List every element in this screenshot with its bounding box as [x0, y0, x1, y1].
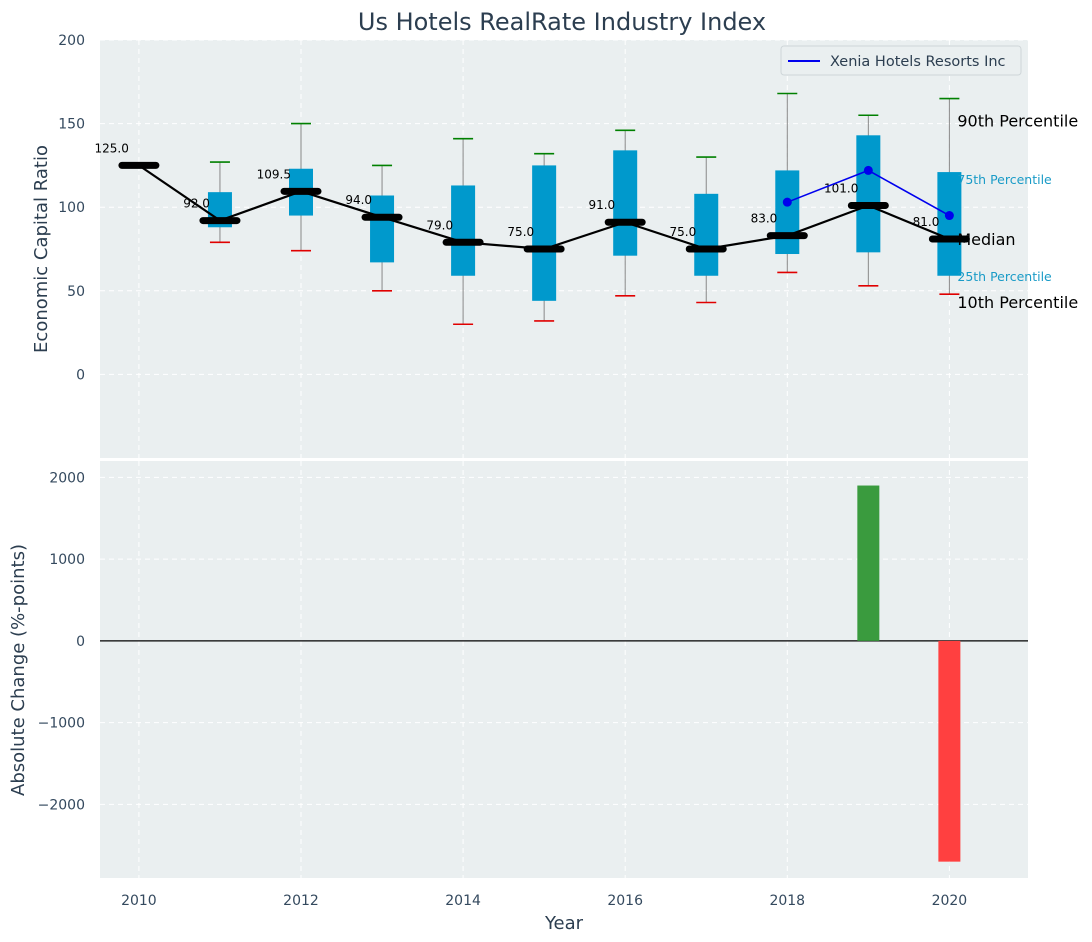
- annotation-90th: 90th Percentile: [957, 112, 1078, 131]
- bottom-y-axis-label: Absolute Change (%-points): [8, 544, 29, 796]
- change-bar: [938, 640, 961, 862]
- x-tick-label: 2018: [769, 893, 805, 909]
- top-y-tick-label: 50: [67, 284, 85, 300]
- top-y-tick-label: 100: [58, 200, 85, 216]
- annotation-25th: 25th Percentile: [957, 269, 1052, 284]
- bottom-y-tick-label: −2000: [38, 797, 85, 813]
- change-bar: [857, 485, 880, 641]
- legend-entry-company: Xenia Hotels Resorts Inc: [830, 54, 1006, 70]
- bottom-y-tick-label: 0: [76, 634, 85, 650]
- annotation-10th: 10th Percentile: [957, 293, 1078, 312]
- median-value-label: 81.0: [913, 215, 940, 229]
- median-value-label: 75.0: [507, 225, 534, 239]
- chart-title: Us Hotels RealRate Industry Index: [358, 8, 766, 36]
- company-point: [782, 197, 792, 207]
- box-iqr: [937, 172, 962, 276]
- median-value-label: 125.0: [95, 141, 129, 155]
- axis-tick-labels: 2010 2012 2014 2016 2018 2020 0 50 100 150 200 2000…: [38, 33, 968, 909]
- box-iqr: [613, 150, 638, 256]
- top-y-tick-label: 200: [58, 33, 85, 49]
- box-iqr: [370, 195, 395, 263]
- median-value-label: 109.5: [257, 167, 291, 181]
- median-value-label: 79.0: [426, 218, 453, 232]
- annotation-median: Median: [957, 230, 1015, 249]
- median-value-label: 94.0: [345, 193, 372, 207]
- bottom-y-tick-label: −1000: [38, 716, 85, 732]
- company-point: [863, 165, 873, 175]
- box-iqr: [694, 193, 719, 276]
- box-iqr: [451, 185, 476, 276]
- legend: Xenia Hotels Resorts Inc: [780, 45, 1022, 76]
- annotation-75th: 75th Percentile: [957, 172, 1052, 187]
- box-iqr: [532, 165, 557, 301]
- bottom-y-tick-label: 1000: [49, 552, 85, 568]
- median-value-label: 75.0: [670, 225, 697, 239]
- top-y-tick-label: 0: [76, 367, 85, 383]
- bottom-panel-background: [100, 461, 1028, 878]
- box-iqr: [775, 170, 800, 255]
- x-tick-label: 2016: [607, 893, 643, 909]
- legend-box: [780, 45, 1022, 76]
- box-iqr: [856, 135, 881, 253]
- top-y-axis-label: Economic Capital Ratio: [31, 145, 52, 353]
- top-y-tick-label: 150: [58, 117, 85, 133]
- median-value-label: 101.0: [824, 182, 858, 196]
- median-value-label: 91.0: [588, 198, 615, 212]
- bottom-panel-marks: [100, 485, 1028, 862]
- x-tick-label: 2014: [445, 893, 481, 909]
- top-panel-marks: 125.0 92.0 109.5 94.0 79.0 75.0 91.0 75.0 83.0 10…: [95, 92, 1078, 326]
- x-tick-label: 2020: [932, 893, 968, 909]
- median-value-label: 83.0: [751, 212, 778, 226]
- bottom-y-tick-label: 2000: [49, 470, 85, 486]
- median-value-label: 92.0: [183, 197, 210, 211]
- x-axis-label: Year: [544, 913, 584, 934]
- company-point: [944, 211, 954, 221]
- x-tick-label: 2012: [283, 893, 319, 909]
- x-tick-label: 2010: [121, 893, 157, 909]
